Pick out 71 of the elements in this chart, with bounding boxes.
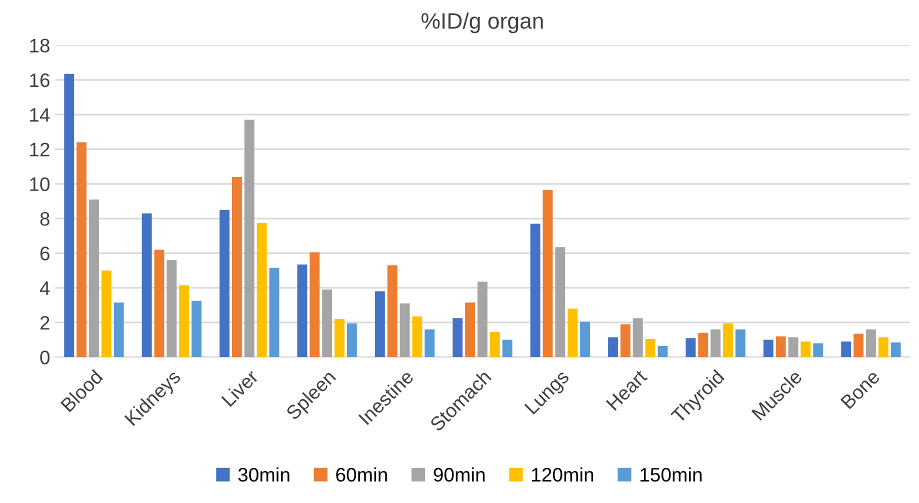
bar: [490, 332, 500, 358]
bar: [387, 265, 398, 358]
bar: [866, 329, 876, 358]
bar: [89, 199, 99, 358]
y-tick-label: 4: [40, 281, 50, 295]
legend-label: 150min: [640, 467, 702, 482]
y-tick-label: 6: [40, 246, 50, 260]
bar: [101, 270, 112, 358]
bar: [890, 342, 901, 358]
bar: [114, 302, 124, 358]
y-tick-label: 0: [40, 350, 50, 364]
bar: [478, 282, 488, 358]
bar: [192, 300, 202, 358]
bar: [813, 343, 824, 358]
bar: [220, 210, 230, 358]
bar: [580, 322, 590, 358]
bar: [854, 334, 864, 358]
legend-label: 120min: [532, 467, 594, 482]
bar: [735, 329, 746, 358]
bar: [788, 337, 798, 358]
bar: [608, 337, 618, 358]
bar: [269, 268, 280, 358]
bar: [346, 323, 357, 358]
bar: [232, 176, 242, 358]
bar: [64, 74, 74, 358]
y-tick-label: 18: [30, 38, 50, 53]
bar: [322, 290, 332, 358]
y-tick-label: 8: [40, 212, 50, 226]
bar: [310, 252, 320, 358]
bar: [698, 332, 708, 358]
bar: [568, 308, 578, 358]
bar: [142, 213, 152, 358]
bar: [686, 338, 696, 358]
bar: [244, 120, 254, 358]
bar: [179, 285, 190, 358]
bar: [632, 318, 643, 358]
legend-label: 90min: [434, 467, 485, 482]
y-tick-label: 2: [40, 316, 50, 330]
bar: [76, 142, 87, 358]
y-tick-label: 14: [30, 108, 50, 122]
bar: [555, 247, 566, 358]
bar: [502, 340, 512, 358]
bar: [763, 340, 774, 358]
bar: [542, 190, 553, 358]
chart-title: %ID/g organ: [422, 12, 543, 34]
bar: [723, 323, 733, 358]
y-tick-label: 12: [30, 142, 50, 156]
bar: [710, 329, 721, 358]
bar: [374, 291, 385, 358]
y-tick-label: 16: [30, 73, 50, 88]
legend-label: 60min: [336, 467, 387, 482]
bar: [530, 224, 540, 358]
bar: [297, 264, 308, 358]
bar: [412, 316, 422, 358]
bar: [465, 302, 476, 358]
bar: [620, 324, 630, 358]
legend-label: 30min: [238, 467, 290, 482]
y-tick-label: 10: [30, 177, 50, 192]
bar: [776, 336, 786, 358]
bar: [658, 346, 668, 358]
bar: [400, 303, 410, 358]
bar: [166, 260, 177, 358]
bar: [878, 337, 888, 358]
bar: [154, 250, 164, 358]
bar: [645, 338, 656, 358]
bar: [424, 329, 435, 358]
bar: [334, 319, 344, 358]
bar: [256, 222, 267, 358]
bar: [452, 318, 463, 358]
bar: [800, 342, 811, 358]
bar: [841, 342, 852, 358]
